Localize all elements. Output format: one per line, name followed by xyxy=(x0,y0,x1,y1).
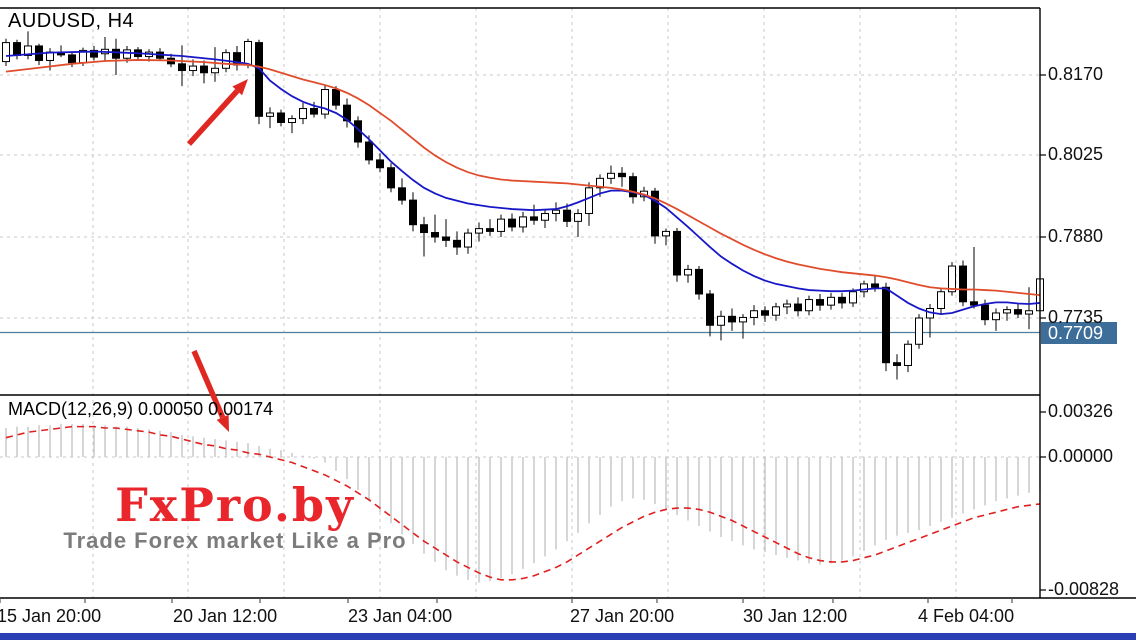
price-axis-label: 0.8025 xyxy=(1048,144,1104,164)
annotation-arrows xyxy=(186,79,248,432)
time-axis-label: 15 Jan 20:00 xyxy=(0,606,102,626)
gridlines xyxy=(0,8,1040,598)
symbol-timeframe-label: AUDUSD, H4 xyxy=(8,10,135,32)
time-axis-ticks xyxy=(0,598,1013,603)
price-axis-ticks xyxy=(1040,74,1046,591)
time-axis-label: 27 Jan 20:00 xyxy=(570,606,675,626)
time-axis-label: 23 Jan 04:00 xyxy=(348,606,453,626)
ma-fast-line xyxy=(5,50,1041,315)
price-axis-label: 0.00326 xyxy=(1048,401,1114,421)
chart-frame xyxy=(0,7,1136,599)
time-axis-label: 4 Feb 04:00 xyxy=(918,606,1015,626)
time-axis-label: 20 Jan 12:00 xyxy=(173,606,278,626)
bottom-taskbar-strip xyxy=(0,633,1136,640)
price-axis-label: 0.00000 xyxy=(1048,446,1114,466)
macd-signal-line xyxy=(5,425,1041,581)
candlestick-series xyxy=(2,31,1044,380)
price-axis-label: 0.7735 xyxy=(1048,307,1104,327)
price-axis-label: 0.7880 xyxy=(1048,226,1104,246)
current-bid-price-tag: 0.7709 xyxy=(1041,321,1117,344)
price-axis-label: 0.8170 xyxy=(1048,64,1104,84)
macd-indicator-label: MACD(12,26,9) 0.00050 0.00174 xyxy=(8,399,274,419)
price-axis-label: -0.00828 xyxy=(1048,579,1120,599)
macd-histogram xyxy=(5,423,1041,583)
ma-slow-line xyxy=(5,59,1041,296)
time-axis-label: 30 Jan 12:00 xyxy=(743,606,848,626)
